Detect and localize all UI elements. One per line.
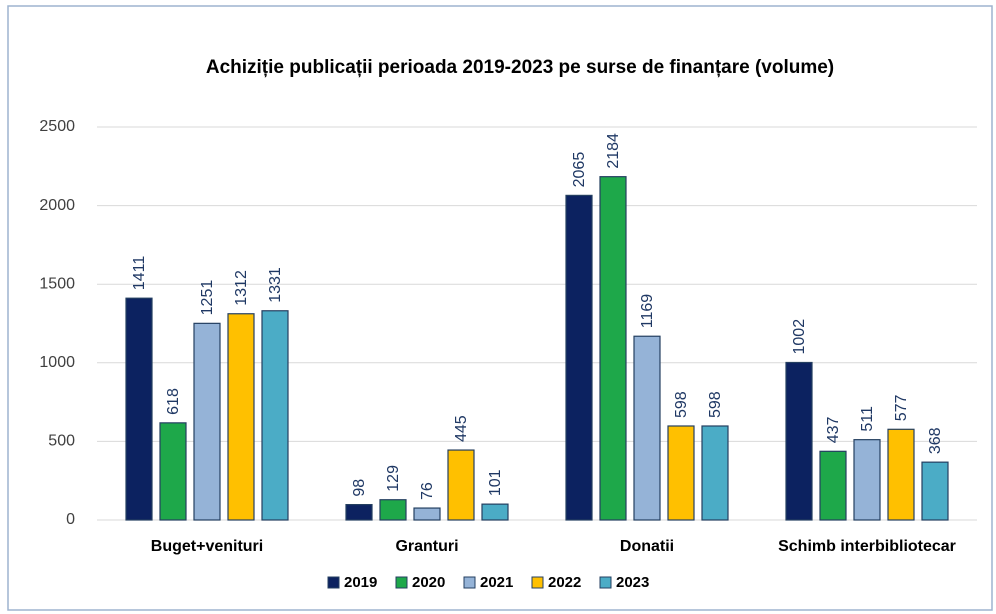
bar: [379, 499, 407, 521]
bar: [125, 297, 153, 521]
bar: [599, 176, 627, 521]
data-label: 1312: [233, 270, 250, 306]
data-label: 445: [453, 415, 470, 442]
bar: [345, 503, 373, 521]
bar: [227, 313, 255, 521]
legend-label: 2019: [344, 574, 377, 591]
data-label: 437: [825, 417, 842, 444]
data-label: 598: [673, 391, 690, 418]
legend-swatch: [395, 576, 408, 589]
data-label: 2184: [605, 133, 622, 169]
x-tick-label: Donatii: [620, 538, 674, 555]
data-label: 129: [385, 465, 402, 492]
chart-title: Achiziție publicații perioada 2019-2023 …: [206, 57, 834, 78]
legend-label: 2023: [616, 574, 649, 591]
legend-swatch: [327, 576, 340, 589]
bar: [785, 361, 813, 521]
data-label: 598: [707, 391, 724, 418]
data-label: 618: [165, 388, 182, 415]
data-label: 1411: [131, 256, 148, 291]
data-label: 2065: [571, 152, 588, 188]
y-tick-label: 2500: [39, 118, 75, 135]
x-tick-label: Buget+venituri: [151, 538, 263, 555]
data-label: 1002: [791, 319, 808, 355]
bar: [667, 425, 695, 521]
y-tick-label: 1000: [39, 354, 75, 371]
y-tick-label: 0: [66, 511, 75, 528]
bar: [565, 194, 593, 521]
data-label: 1331: [267, 267, 284, 303]
bar: [887, 428, 915, 521]
bar: [853, 439, 881, 521]
bar: [193, 322, 221, 521]
legend-swatch: [463, 576, 476, 589]
data-label: 368: [927, 427, 944, 454]
bar: [819, 450, 847, 521]
legend-label: 2021: [480, 574, 513, 591]
bar: [921, 461, 949, 521]
data-label: 1251: [199, 280, 216, 316]
x-tick-label: Granturi: [395, 538, 458, 555]
legend-swatch: [599, 576, 612, 589]
y-tick-label: 2000: [39, 197, 75, 214]
legend-swatch: [531, 576, 544, 589]
data-label: 98: [351, 479, 368, 497]
y-tick-label: 500: [48, 433, 75, 450]
data-label: 511: [859, 406, 876, 432]
x-tick-label: Schimb interbibliotecar: [778, 538, 956, 555]
bar: [261, 310, 289, 521]
data-label: 1169: [639, 294, 656, 329]
bar: [447, 449, 475, 521]
y-tick-label: 1500: [39, 275, 75, 292]
bar: [481, 503, 509, 521]
legend-label: 2020: [412, 574, 445, 591]
legend-label: 2022: [548, 574, 581, 591]
bar: [701, 425, 729, 521]
data-label: 101: [487, 469, 504, 496]
bar: [159, 422, 187, 521]
bar: [413, 507, 441, 521]
data-label: 76: [419, 482, 436, 500]
data-label: 577: [893, 394, 910, 421]
bar: [633, 335, 661, 521]
